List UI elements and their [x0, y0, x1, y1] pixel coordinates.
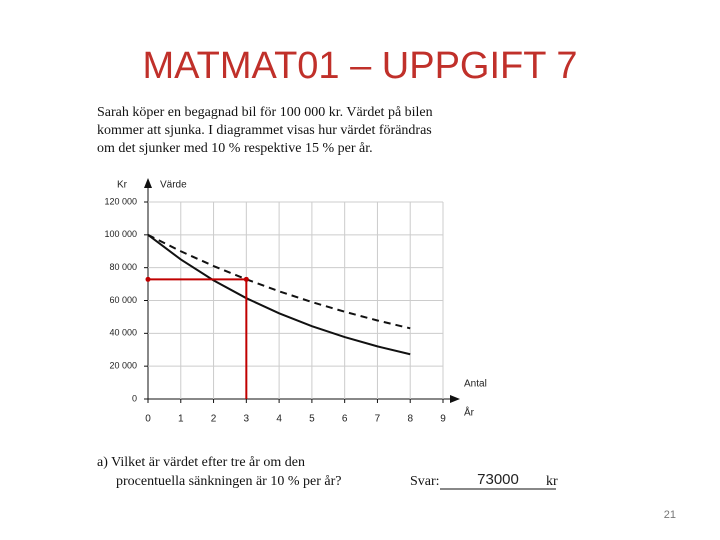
problem-line: om det sjunker med 10 % respektive 15 % …	[97, 141, 373, 156]
x-axis-label: Antal	[464, 379, 487, 390]
x-tick-label: 3	[244, 414, 250, 425]
x-tick-label: 1	[178, 414, 184, 425]
answer-label: Svar:	[410, 474, 440, 489]
y-axis-label: Värde	[160, 180, 187, 191]
y-axis-label: Kr	[117, 180, 128, 191]
problem-line: kommer att sjunka. I diagrammet visas hu…	[97, 123, 432, 138]
x-tick-label: 0	[145, 414, 151, 425]
axis-arrow	[450, 395, 460, 403]
x-tick-label: 2	[211, 414, 217, 425]
axis-arrow	[144, 178, 152, 188]
problem-line: Sarah köper en begagnad bil för 100 000 …	[97, 105, 433, 120]
y-tick-label: 100 000	[104, 229, 137, 239]
guide-point	[145, 276, 151, 282]
guide-point	[243, 276, 249, 282]
x-tick-label: 9	[440, 414, 446, 425]
x-tick-label: 5	[309, 414, 315, 425]
x-tick-label: 7	[375, 414, 381, 425]
series-line	[147, 233, 411, 330]
x-axis-label: År	[464, 406, 475, 419]
series-line	[147, 234, 411, 356]
x-tick-label: 6	[342, 414, 348, 425]
y-tick-label: 60 000	[109, 295, 137, 305]
y-tick-label: 0	[132, 393, 137, 403]
answer-value: 73000	[477, 471, 519, 488]
answer-unit: kr	[546, 474, 558, 489]
question-line: a) Vilket är värdet efter tre år om den	[97, 455, 305, 470]
y-tick-label: 40 000	[109, 328, 137, 338]
y-tick-label: 120 000	[104, 196, 137, 206]
x-tick-label: 8	[407, 414, 413, 425]
x-tick-label: 4	[276, 414, 282, 425]
y-tick-label: 20 000	[109, 361, 137, 371]
page-number: 21	[664, 509, 676, 521]
question-line: procentuella sänkningen är 10 % per år?	[116, 474, 341, 489]
slide-title: MATMAT01 – UPPGIFT 7	[143, 45, 578, 87]
y-tick-label: 80 000	[109, 262, 137, 272]
